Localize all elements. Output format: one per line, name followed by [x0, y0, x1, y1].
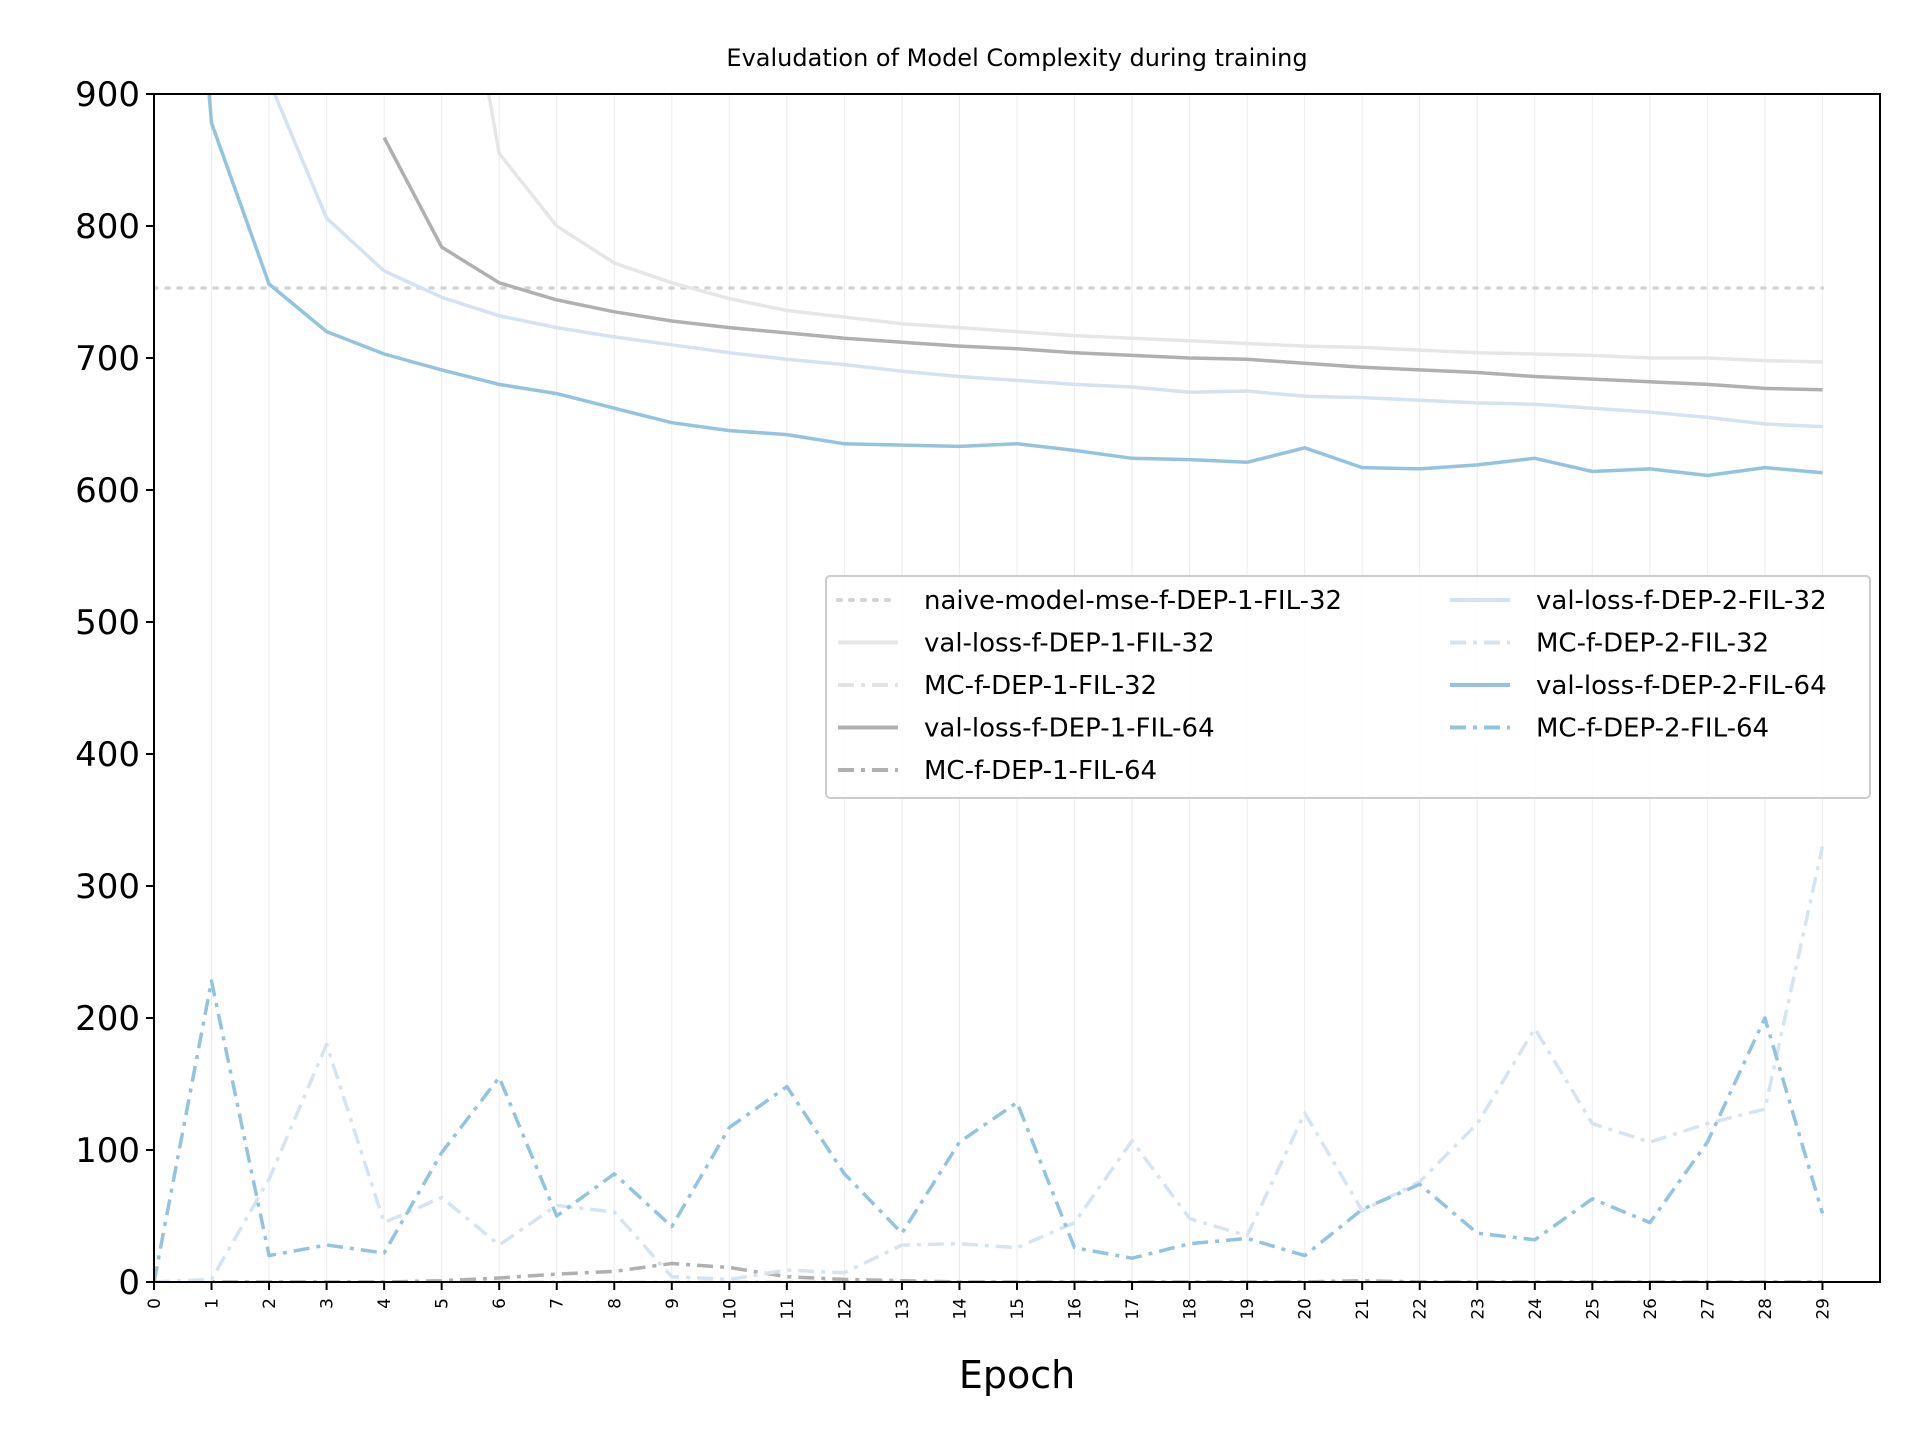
x-tick-label: 3 — [318, 1298, 338, 1309]
x-tick-label: 9 — [663, 1298, 683, 1309]
y-tick-label: 800 — [75, 207, 140, 247]
series-line-mc-f-dep-1-fil-64 — [154, 1261, 1823, 1282]
legend-label: val-loss-f-DEP-1-FIL-32 — [924, 629, 1215, 659]
series-line-val-loss-f-dep-2-fil-64 — [207, 94, 1823, 478]
legend-label: val-loss-f-DEP-2-FIL-32 — [1536, 586, 1827, 616]
x-tick-label: 28 — [1756, 1298, 1776, 1320]
x-tick-label: 2 — [260, 1298, 280, 1309]
legend-label: val-loss-f-DEP-1-FIL-64 — [924, 714, 1215, 744]
series-line-val-loss-f-dep-2-fil-32 — [272, 94, 1823, 429]
legend-label: MC-f-DEP-2-FIL-64 — [1536, 714, 1769, 744]
x-tick-label: 29 — [1813, 1298, 1833, 1320]
series-line-mc-f-dep-2-fil-32 — [154, 846, 1825, 1282]
legend-box — [825, 575, 1871, 799]
x-tick-label: 0 — [145, 1298, 165, 1309]
x-tick-label: 21 — [1353, 1298, 1373, 1320]
x-tick-label: 8 — [605, 1298, 625, 1309]
y-tick-label: 700 — [75, 339, 140, 379]
x-tick-label: 17 — [1123, 1298, 1143, 1320]
x-axis-label: Epoch — [959, 1353, 1075, 1397]
y-tick-label: 200 — [75, 999, 140, 1039]
y-tick-label: 100 — [75, 1131, 140, 1171]
x-tick-label: 12 — [835, 1298, 855, 1320]
y-tick-label: 900 — [75, 75, 140, 115]
x-tick-label: 23 — [1468, 1298, 1488, 1320]
legend: naive-model-mse-f-DEP-1-FIL-32 val-loss-f… — [825, 575, 1871, 799]
series-line-val-loss-f-dep-1-fil-32 — [486, 94, 1823, 364]
y-tick-label: 500 — [75, 603, 140, 643]
x-tick-label: 16 — [1066, 1298, 1086, 1320]
x-tick-label: 7 — [548, 1298, 568, 1309]
y-tick-label: 400 — [75, 735, 140, 775]
x-tick-label: 15 — [1008, 1298, 1028, 1320]
legend-label: val-loss-f-DEP-2-FIL-64 — [1536, 671, 1827, 701]
legend-label: naive-model-mse-f-DEP-1-FIL-32 — [924, 586, 1342, 616]
x-tick-label: 5 — [433, 1298, 453, 1309]
series-line-mc-f-dep-2-fil-64 — [154, 979, 1825, 1282]
x-tick-label: 24 — [1526, 1298, 1546, 1320]
legend-label: MC-f-DEP-1-FIL-64 — [924, 756, 1157, 786]
x-tick-label: 13 — [893, 1298, 913, 1320]
x-tick-label: 25 — [1583, 1298, 1603, 1320]
x-tick-label: 18 — [1181, 1298, 1201, 1320]
y-tick-label: 600 — [75, 471, 140, 511]
y-axis: 0 100 200 300 400 500 600 700 800 900 — [75, 75, 154, 1303]
legend-label: MC-f-DEP-2-FIL-32 — [1536, 629, 1769, 659]
x-axis: 0 1 2 3 4 5 6 7 8 9 10 11 12 13 14 15 16 17 18 19 20 21 22 23 24… — [145, 1282, 1833, 1320]
series-line-val-loss-f-dep-1-fil-64 — [382, 136, 1823, 392]
x-tick-label: 11 — [778, 1298, 798, 1320]
y-tick-label: 0 — [118, 1263, 140, 1303]
x-tick-label: 22 — [1411, 1298, 1431, 1320]
y-tick-label: 300 — [75, 867, 140, 907]
x-tick-label: 26 — [1641, 1298, 1661, 1320]
x-tick-label: 19 — [1238, 1298, 1258, 1320]
x-tick-label: 20 — [1296, 1298, 1316, 1320]
series-layer — [154, 94, 1825, 1282]
x-tick-label: 4 — [375, 1298, 395, 1309]
x-tick-label: 14 — [950, 1298, 970, 1320]
x-tick-label: 6 — [490, 1298, 510, 1309]
x-tick-label: 1 — [203, 1298, 223, 1309]
legend-label: MC-f-DEP-1-FIL-32 — [924, 671, 1157, 701]
chart-title: Evaludation of Model Complexity during t… — [726, 44, 1307, 72]
x-tick-label: 27 — [1698, 1298, 1718, 1320]
x-tick-label: 10 — [720, 1298, 740, 1320]
